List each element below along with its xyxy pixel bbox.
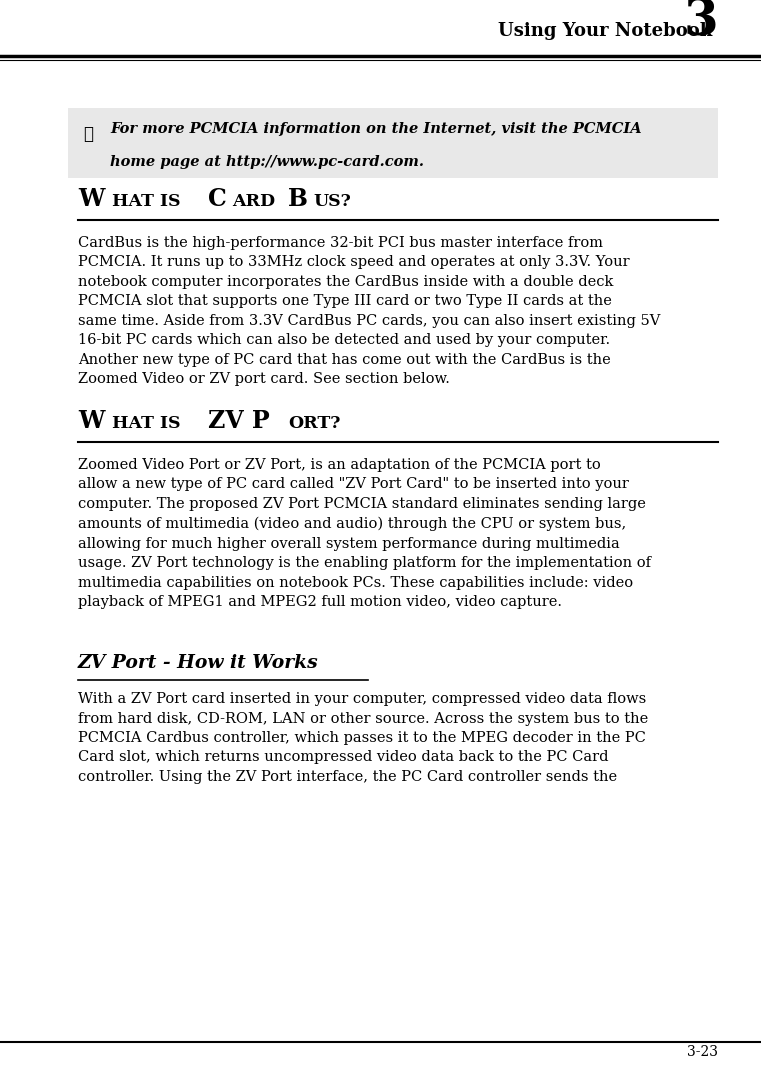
Text: Using Your Notebook: Using Your Notebook	[498, 22, 718, 40]
Text: For more PCMCIA information on the Internet, visit the PCMCIA: For more PCMCIA information on the Inter…	[110, 122, 642, 136]
Text: 3-23: 3-23	[687, 1045, 718, 1059]
Text: ZV Port - How it Works: ZV Port - How it Works	[78, 654, 319, 672]
Bar	[68, 108, 718, 178]
Text: 3: 3	[683, 0, 718, 47]
Text: home page at http://www.pc-card.com.: home page at http://www.pc-card.com.	[110, 155, 424, 169]
Text: ORT?: ORT?	[288, 415, 340, 432]
Text: C: C	[209, 186, 227, 211]
Text: W: W	[78, 186, 104, 211]
Text: HAT IS: HAT IS	[112, 415, 186, 432]
Text: ARD: ARD	[233, 193, 275, 210]
Text: ZV P: ZV P	[209, 409, 270, 433]
Text: CardBus is the high-performance 32-bit PCI bus master interface from
PCMCIA. It : CardBus is the high-performance 32-bit P…	[78, 236, 661, 387]
Text: Zoomed Video Port or ZV Port, is an adaptation of the PCMCIA port to
allow a new: Zoomed Video Port or ZV Port, is an adap…	[78, 458, 651, 609]
Text: US?: US?	[314, 193, 352, 210]
Text: HAT IS: HAT IS	[112, 193, 186, 210]
Text: W: W	[78, 409, 104, 433]
Text: With a ZV Port card inserted in your computer, compressed video data flows
from : With a ZV Port card inserted in your com…	[78, 692, 648, 784]
Text: ☞: ☞	[83, 126, 93, 143]
Text: B: B	[288, 186, 308, 211]
